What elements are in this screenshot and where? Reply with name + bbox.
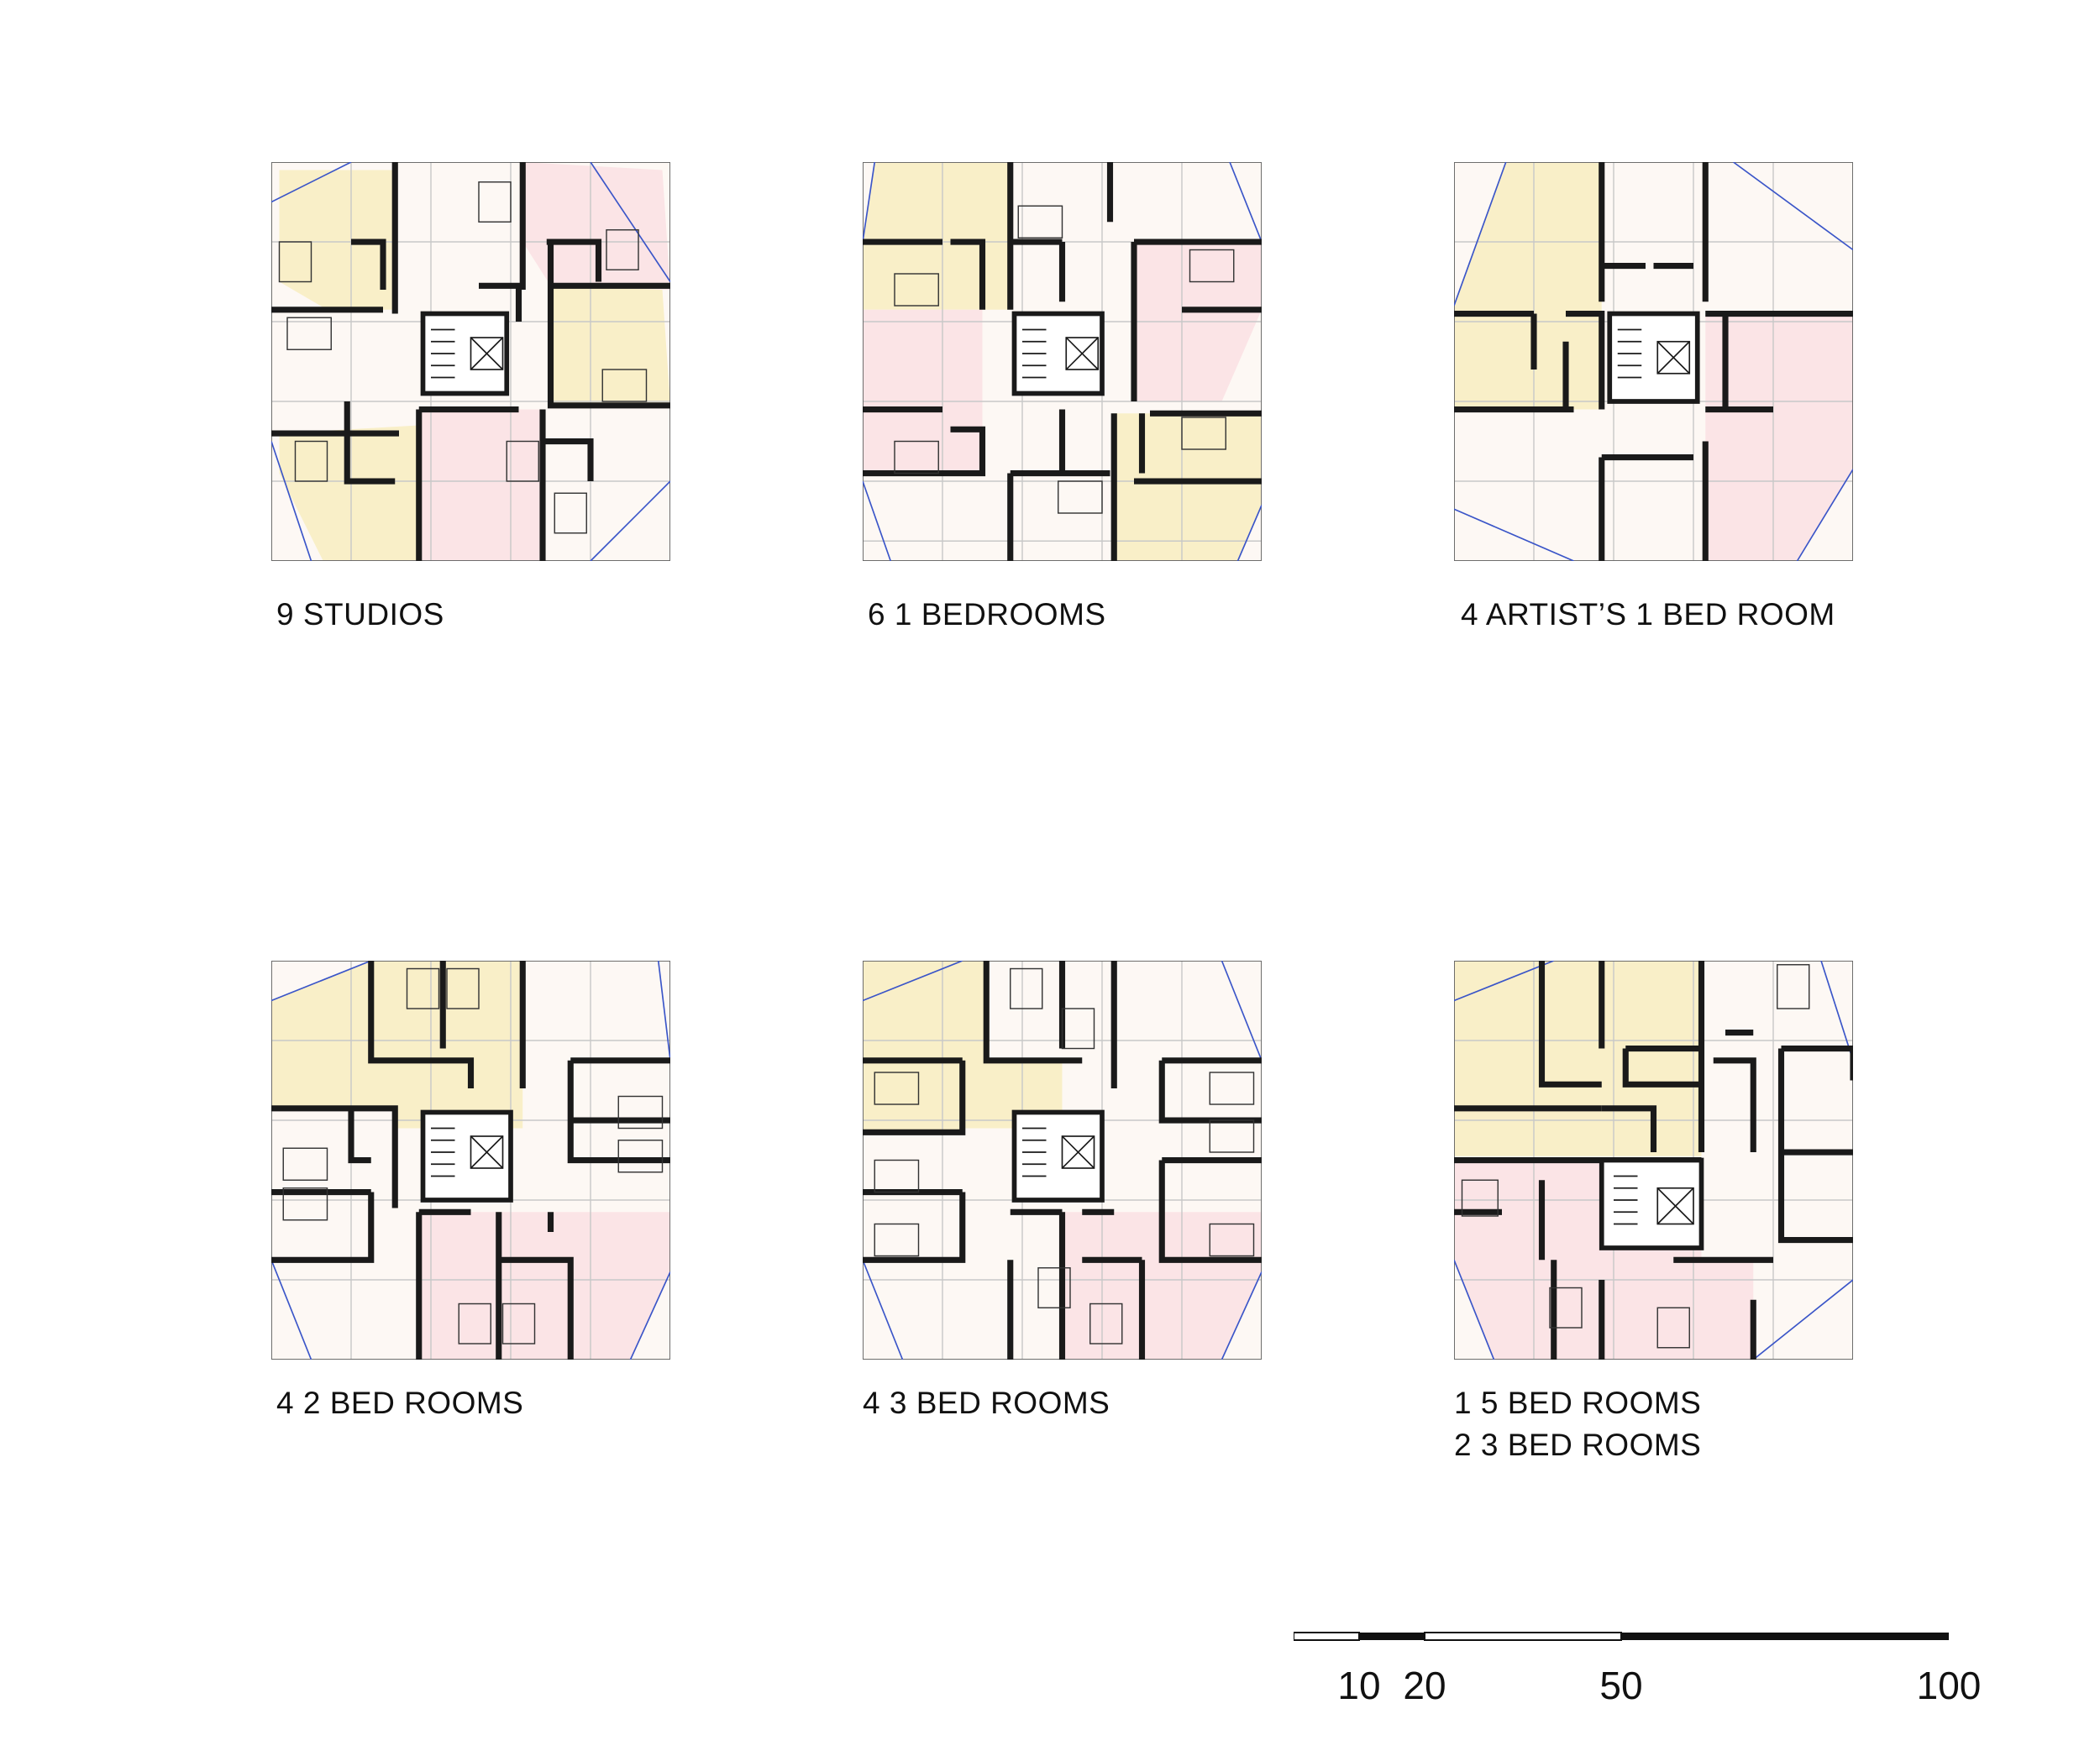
floor-plan-artist-one-bed [1454, 162, 1853, 561]
caption-line: 2 3 BED ROOMS [1454, 1428, 1702, 1462]
scale-tick-10: 10 [1337, 1664, 1381, 1707]
caption-line: 6 1 BEDROOMS [868, 597, 1106, 632]
caption-line: 4 3 BED ROOMS [863, 1386, 1110, 1420]
caption-three-bed: 4 3 BED ROOMS [863, 1382, 1110, 1424]
scale-tick-100: 100 [1916, 1664, 1982, 1707]
scale-bar: 10 20 50 100 [1294, 1629, 1981, 1730]
floor-plan-studios [271, 162, 670, 561]
floor-plan-three-bed [863, 961, 1262, 1360]
caption-five-and-three-bed: 1 5 BED ROOMS 2 3 BED ROOMS [1454, 1382, 1701, 1466]
caption-line: 4 ARTIST’S 1 BED ROOM [1461, 597, 1835, 632]
floor-plan-five-and-three-bed [1454, 961, 1853, 1360]
caption-studios: 9 STUDIOS [276, 594, 444, 636]
scale-bar-graphic [1294, 1632, 1949, 1641]
scale-tick-50: 50 [1599, 1664, 1643, 1707]
caption-one-bedrooms: 6 1 BEDROOMS [868, 594, 1106, 636]
floor-plan-one-bedrooms [863, 162, 1262, 561]
scale-tick-20: 20 [1403, 1664, 1446, 1707]
floor-plan-two-bed [271, 961, 670, 1360]
caption-line: 4 2 BED ROOMS [276, 1386, 524, 1420]
caption-line: 9 STUDIOS [276, 597, 444, 632]
caption-two-bed: 4 2 BED ROOMS [276, 1382, 523, 1424]
caption-line: 1 5 BED ROOMS [1454, 1386, 1702, 1420]
caption-artist-one-bed: 4 ARTIST’S 1 BED ROOM [1461, 594, 1835, 636]
